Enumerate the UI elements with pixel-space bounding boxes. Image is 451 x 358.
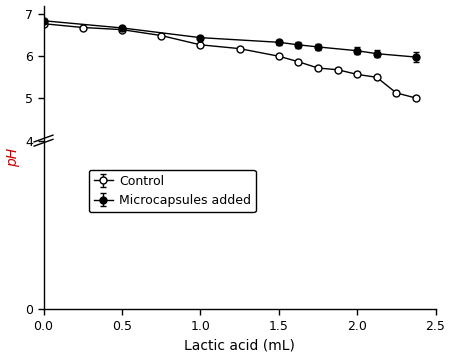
X-axis label: Lactic acid (mL): Lactic acid (mL) [184,338,295,352]
Legend: Control, Microcapsules added: Control, Microcapsules added [89,170,256,212]
Y-axis label: pH: pH [5,148,19,167]
